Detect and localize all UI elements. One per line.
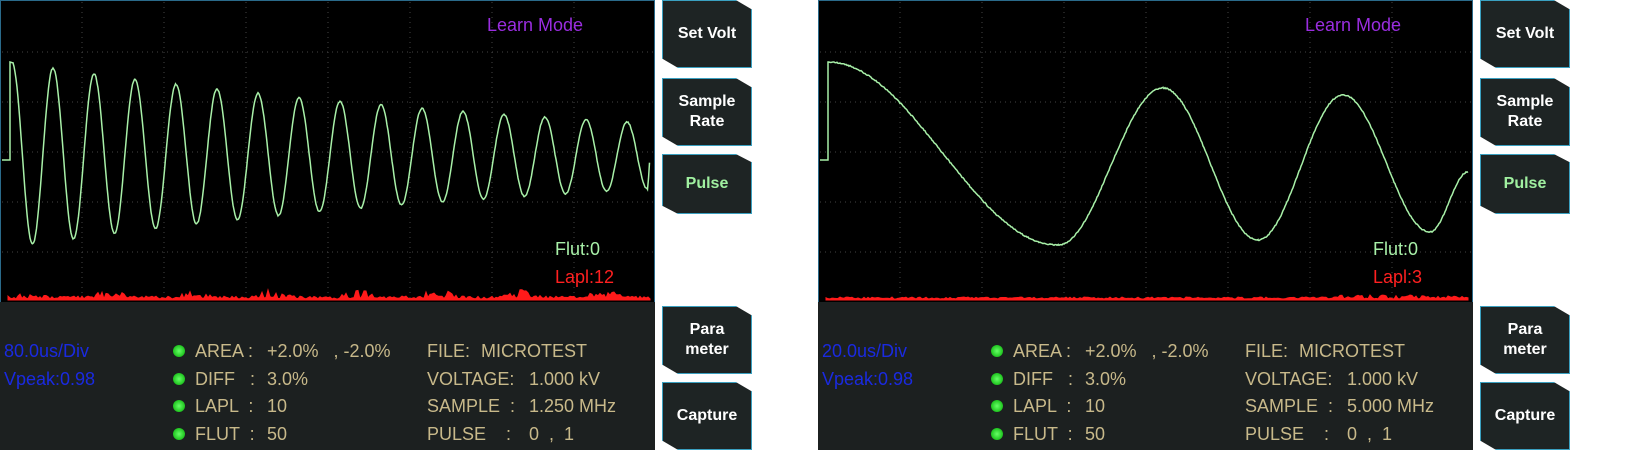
page: Learn Mode Flut:0 Lapl:12 80.0us/Div Vpeak:0… (0, 0, 1641, 472)
param-value: +2.0% , -2.0% (267, 341, 391, 362)
timebase: 20.0us/Div (822, 341, 907, 362)
mode-label: Learn Mode (1305, 15, 1401, 36)
status-dot (991, 428, 1003, 440)
menu-button[interactable]: Set Volt (1480, 0, 1570, 68)
button-text: Sample (679, 92, 736, 112)
param-value: 50 (1085, 424, 1105, 445)
param-value: +2.0% , -2.0% (1085, 341, 1209, 362)
status-dot (173, 373, 185, 385)
info-value: 1.000 kV (529, 369, 600, 390)
param-value: 3.0% (267, 369, 308, 390)
info-value: MICROTEST (481, 341, 587, 362)
param-value: 3.0% (1085, 369, 1126, 390)
lapl-label: Lapl:12 (555, 267, 614, 288)
laplace-trace (8, 290, 650, 300)
button-text: meter (685, 340, 729, 360)
waveform (2, 62, 650, 244)
param-label: LAPL : (1013, 396, 1071, 417)
menu-button[interactable]: Capture (1480, 382, 1570, 450)
flut-label: Flut:0 (1373, 239, 1418, 260)
param-value: 10 (1085, 396, 1105, 417)
scope-panel: Learn Mode Flut:0 Lapl:3 20.0us/Div Vpeak:0.… (818, 0, 1573, 452)
info-label: SAMPLE : (1245, 396, 1333, 417)
status-dot (173, 400, 185, 412)
info-value: 5.000 MHz (1347, 396, 1434, 417)
mode-label: Learn Mode (487, 15, 583, 36)
button-text: Pulse (1504, 174, 1547, 194)
button-text: Pulse (686, 174, 729, 194)
menu-button[interactable]: Pulse (662, 154, 752, 214)
info-label: VOLTAGE: (427, 369, 514, 390)
button-text: Para (690, 320, 725, 340)
vpeak: Vpeak:0.98 (4, 369, 95, 390)
button-text: Set Volt (1496, 24, 1554, 44)
info-label: SAMPLE : (427, 396, 515, 417)
info-value: MICROTEST (1299, 341, 1405, 362)
param-label: AREA : (1013, 341, 1071, 362)
status-dot (173, 428, 185, 440)
info-label: PULSE : (427, 424, 511, 445)
menu-button[interactable]: Pulse (1480, 154, 1570, 214)
timebase: 80.0us/Div (4, 341, 89, 362)
status-dot (991, 373, 1003, 385)
button-text: Para (1508, 320, 1543, 340)
info-value: 0 , 1 (529, 424, 574, 445)
button-text: Capture (1495, 406, 1555, 426)
menu-button[interactable]: Sample Rate (1480, 78, 1570, 146)
scope-panel: Learn Mode Flut:0 Lapl:12 80.0us/Div Vpeak:0… (0, 0, 755, 452)
waveform (820, 62, 1468, 245)
status-dot (991, 345, 1003, 357)
flut-label: Flut:0 (555, 239, 600, 260)
button-text: Sample (1497, 92, 1554, 112)
menu-button[interactable]: Para meter (662, 306, 752, 374)
param-label: LAPL : (195, 396, 253, 417)
button-text: Capture (677, 406, 737, 426)
menu-button[interactable]: Set Volt (662, 0, 752, 68)
button-text: meter (1503, 340, 1547, 360)
info-value: 1.250 MHz (529, 396, 616, 417)
status-dot (173, 345, 185, 357)
menu-button[interactable]: Para meter (1480, 306, 1570, 374)
info-label: FILE: (427, 341, 470, 362)
menu-button[interactable]: Sample Rate (662, 78, 752, 146)
lapl-label: Lapl:3 (1373, 267, 1422, 288)
param-label: FLUT : (1013, 424, 1073, 445)
info-value: 1.000 kV (1347, 369, 1418, 390)
param-label: AREA : (195, 341, 253, 362)
info-value: 0 , 1 (1347, 424, 1392, 445)
menu-button[interactable]: Capture (662, 382, 752, 450)
param-value: 50 (267, 424, 287, 445)
status-dot (991, 400, 1003, 412)
button-text: Rate (690, 112, 725, 132)
info-label: PULSE : (1245, 424, 1329, 445)
info-label: FILE: (1245, 341, 1288, 362)
info-label: VOLTAGE: (1245, 369, 1332, 390)
vpeak: Vpeak:0.98 (822, 369, 913, 390)
button-text: Set Volt (678, 24, 736, 44)
param-label: FLUT : (195, 424, 255, 445)
param-label: DIFF : (1013, 369, 1073, 390)
laplace-trace (826, 295, 1468, 300)
param-label: DIFF : (195, 369, 255, 390)
param-value: 10 (267, 396, 287, 417)
button-text: Rate (1508, 112, 1543, 132)
